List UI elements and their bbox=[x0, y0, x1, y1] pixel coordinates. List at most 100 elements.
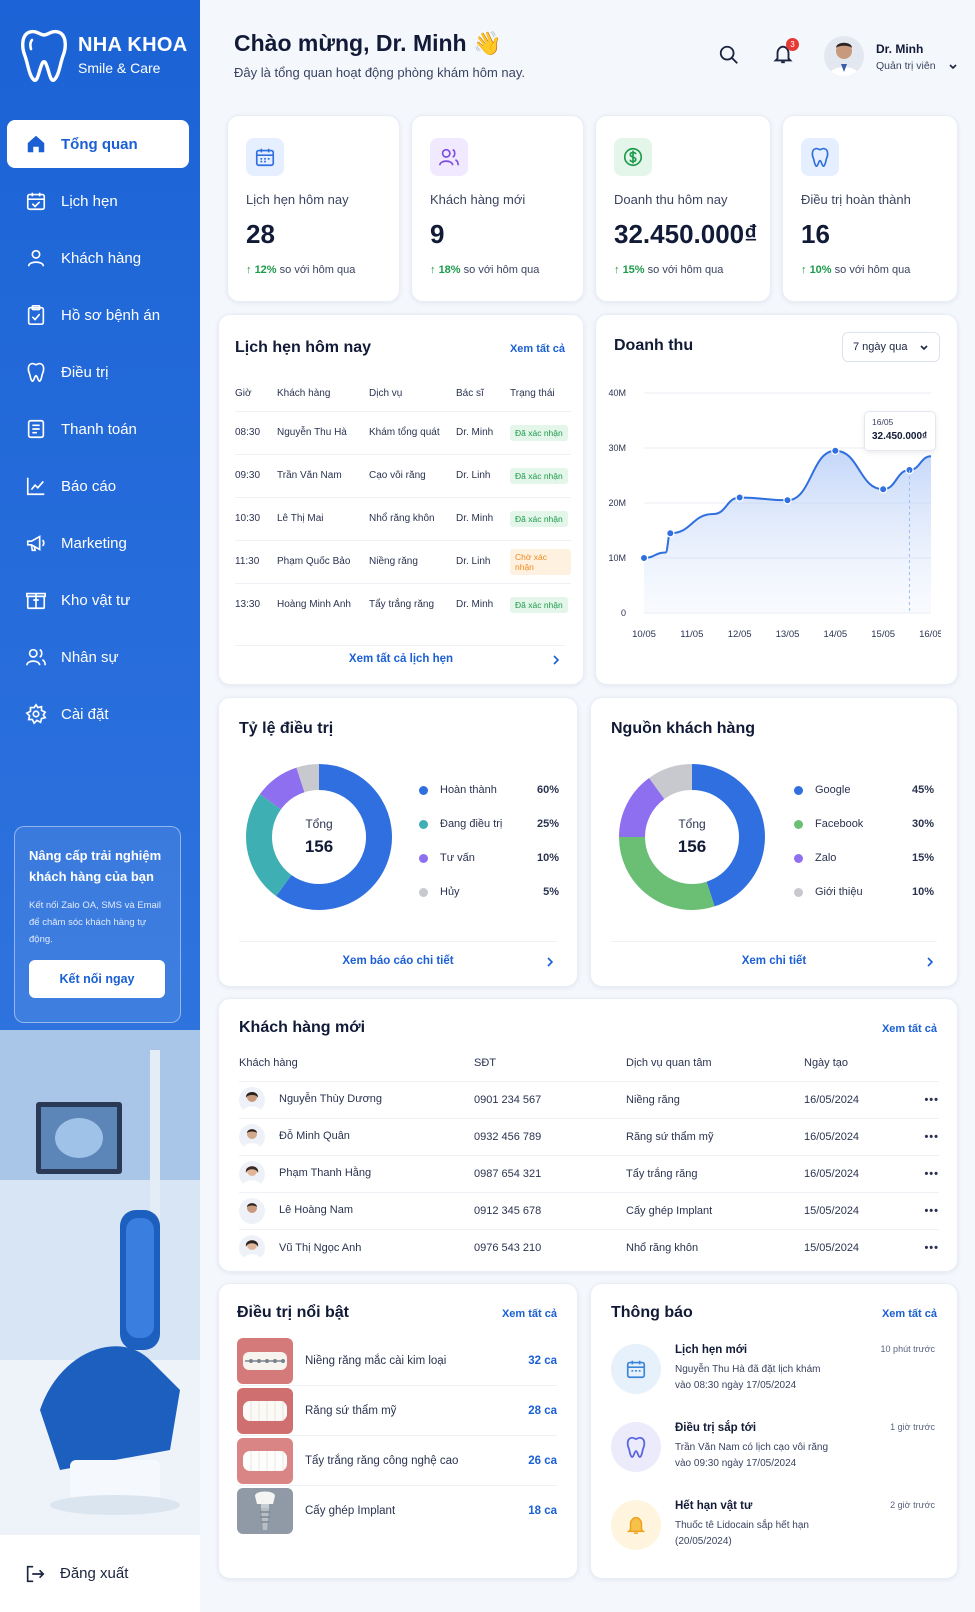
table-row[interactable]: Vũ Thị Ngọc Anh 0976 543 210 Nhổ răng khôn… bbox=[239, 1228, 939, 1266]
sidebar-item-inventory[interactable]: Kho vật tư bbox=[7, 576, 189, 624]
sidebar-item-label: Kho vật tư bbox=[61, 591, 131, 609]
sidebar-item-appointments[interactable]: Lịch hẹn bbox=[7, 177, 189, 225]
tooth-icon bbox=[811, 147, 829, 167]
stat-change: ↑ 18% so với hôm qua bbox=[430, 264, 540, 276]
legend-label: Facebook bbox=[815, 818, 864, 830]
view-all-treatments-link[interactable]: Xem tất cả bbox=[501, 1308, 557, 1320]
user-icon bbox=[27, 249, 45, 267]
chevron-right-icon[interactable] bbox=[551, 654, 561, 666]
revenue-chart: 0 10M 20M 30M 40M 10/05 11/05 12/05 13/05 14/05 15… bbox=[608, 388, 941, 640]
view-report-link[interactable]: Xem báo cáo chi tiết bbox=[342, 955, 454, 967]
appt-time: 11:30 bbox=[235, 539, 277, 583]
sidebar-item-overview[interactable]: Tổng quan bbox=[7, 120, 189, 168]
list-item[interactable]: Niềng răng mắc cài kim loại 32 ca bbox=[237, 1336, 557, 1386]
table-row[interactable]: 11:30 Phạm Quốc Bảo Niềng răng Dr. Linh Chờ … bbox=[235, 539, 571, 583]
notification-button[interactable]: 3 bbox=[772, 38, 799, 68]
stat-card-appointments[interactable]: Lịch hẹn hôm nay 28 ↑ 12% so với hôm qua bbox=[227, 115, 400, 302]
column-header: Trạng thái bbox=[510, 388, 555, 400]
customer-service: Niềng răng bbox=[626, 1080, 804, 1118]
avatar bbox=[239, 1086, 265, 1113]
notification-icon-circle bbox=[611, 1422, 661, 1472]
appt-service: Niềng răng bbox=[369, 539, 456, 583]
view-all-notifications-link[interactable]: Xem tất cả bbox=[881, 1308, 937, 1320]
table-row[interactable]: 10:30 Lê Thị Mai Nhổ răng khôn Dr. Minh Đã x… bbox=[235, 496, 571, 540]
customer-name: Nguyễn Thùy Dương bbox=[279, 1093, 383, 1106]
more-actions-icon[interactable]: ••• bbox=[909, 1228, 939, 1266]
table-row[interactable]: Phạm Thanh Hằng 0987 654 321 Tẩy trắng răn… bbox=[239, 1154, 939, 1192]
donut-slice bbox=[296, 764, 320, 793]
list-item[interactable]: Cấy ghép Implant 18 ca bbox=[237, 1486, 557, 1536]
notification-item[interactable]: Điều trị sắp tới Trần Văn Nam có lịch cạ… bbox=[611, 1422, 937, 1500]
bell-icon bbox=[626, 1516, 646, 1534]
legend-item: Hủy 5% bbox=[419, 875, 559, 909]
sidebar-item-customers[interactable]: Khách hàng bbox=[7, 234, 189, 282]
receipt-icon bbox=[27, 419, 45, 439]
treatment-ratio-card: Tỷ lệ điều trị Tổng 156 Hoàn thành 60% Đa… bbox=[218, 697, 578, 987]
customer-cell: Nguyễn Thùy Dương bbox=[239, 1080, 474, 1118]
y-tick-label: 10M bbox=[608, 553, 626, 563]
legend-label: Tư vấn bbox=[440, 852, 475, 864]
user-menu[interactable]: Dr. Minh Quản trị viên bbox=[824, 34, 964, 78]
list-item[interactable]: Răng sứ thẩm mỹ 28 ca bbox=[237, 1386, 557, 1436]
view-all-appointments-footer-link[interactable]: Xem tất cả lịch hẹn bbox=[348, 653, 454, 665]
logout-button[interactable]: Đăng xuất bbox=[0, 1535, 200, 1612]
list-item[interactable]: Tẩy trắng răng công nghệ cao 26 ca bbox=[237, 1436, 557, 1486]
brand-logo[interactable]: NHA KHOA Smile & Care bbox=[18, 26, 187, 84]
date-range-select[interactable]: 7 ngày qua bbox=[842, 332, 940, 362]
customer-cell: Phạm Thanh Hằng bbox=[239, 1154, 474, 1192]
table-row[interactable]: 08:30 Nguyễn Thu Hà Khám tổng quát Dr. Minh… bbox=[235, 410, 571, 454]
view-all-appointments-footer[interactable] bbox=[235, 645, 565, 646]
stat-card-completed-treatments[interactable]: Điều trị hoàn thành 16 ↑ 10% so với hôm … bbox=[782, 115, 958, 302]
more-actions-icon[interactable]: ••• bbox=[909, 1154, 939, 1192]
gear-icon bbox=[25, 703, 47, 725]
table-row[interactable]: Nguyễn Thùy Dương 0901 234 567 Niềng răng 1… bbox=[239, 1080, 939, 1118]
notification-item[interactable]: Hết hạn vật tư Thuốc tê Lidocain sắp hết… bbox=[611, 1500, 937, 1578]
view-all-customers-link[interactable]: Xem tất cả bbox=[881, 1023, 937, 1035]
customer-source-title: Nguồn khách hàng bbox=[611, 720, 755, 737]
revenue-title: Doanh thu bbox=[614, 337, 694, 354]
appt-customer: Lê Thị Mai bbox=[277, 496, 369, 540]
legend-value: 60% bbox=[536, 784, 559, 796]
more-actions-icon[interactable]: ••• bbox=[909, 1191, 939, 1229]
sidebar-item-marketing[interactable]: Marketing bbox=[7, 519, 189, 567]
sidebar-item-label: Cài đặt bbox=[61, 705, 109, 723]
x-tick-label: 12/05 bbox=[728, 629, 752, 640]
search-icon[interactable] bbox=[718, 44, 740, 66]
revenue-point bbox=[878, 485, 888, 494]
avatar bbox=[824, 36, 864, 76]
chevron-down-icon bbox=[949, 64, 957, 70]
sidebar-item-payment[interactable]: Thanh toán bbox=[7, 405, 189, 453]
table-row[interactable]: 13:30 Hoàng Minh Anh Tẩy trắng răng Dr. Min… bbox=[235, 582, 571, 626]
donut-slice bbox=[619, 836, 715, 910]
table-row[interactable]: Đỗ Minh Quân 0932 456 789 Răng sứ thẩm mỹ 1… bbox=[239, 1117, 939, 1155]
sidebar-item-label: Lịch hẹn bbox=[61, 192, 118, 210]
appt-status-cell: Chờ xác nhận bbox=[510, 539, 571, 583]
column-header: Bác sĩ bbox=[456, 388, 484, 400]
stat-change: ↑ 10% so với hôm qua bbox=[801, 264, 911, 276]
chevron-right-icon[interactable] bbox=[925, 956, 935, 968]
stat-card-revenue[interactable]: Doanh thu hôm nay 32.450.000₫ ↑ 15% so v… bbox=[595, 115, 771, 302]
sidebar-item-staff[interactable]: Nhân sự bbox=[7, 633, 189, 681]
chevron-right-icon[interactable] bbox=[545, 956, 555, 968]
connect-now-button[interactable]: Kết nối ngay bbox=[29, 960, 165, 998]
avatar bbox=[239, 1234, 265, 1261]
sidebar-item-reports[interactable]: Báo cáo bbox=[7, 462, 189, 510]
sidebar-item-records[interactable]: Hồ sơ bệnh án bbox=[7, 291, 189, 339]
treatment-count: 28 ca bbox=[528, 1404, 557, 1417]
table-row[interactable]: 09:30 Trần Văn Nam Cạo vôi răng Dr. Linh Đã … bbox=[235, 453, 571, 497]
notification-desc: Thuốc tê Lidocain sắp hết hạn (20/05/2024… bbox=[675, 1518, 809, 1550]
treatment-ratio-title: Tỷ lệ điều trị bbox=[239, 720, 334, 737]
sidebar-item-treatment[interactable]: Điều trị bbox=[7, 348, 189, 396]
view-details-link[interactable]: Xem chi tiết bbox=[741, 955, 807, 967]
sidebar-item-settings[interactable]: Cài đặt bbox=[7, 690, 189, 738]
more-actions-icon[interactable]: ••• bbox=[909, 1117, 939, 1155]
view-all-appointments-link[interactable]: Xem tất cả bbox=[509, 343, 565, 355]
divider bbox=[611, 941, 937, 942]
upgrade-promo: Nâng cấp trải nghiệm khách hàng của bạn … bbox=[14, 826, 181, 1023]
notification-item[interactable]: Lịch hẹn mới Nguyễn Thu Hà đã đặt lịch k… bbox=[611, 1344, 937, 1422]
customer-date: 16/05/2024 bbox=[804, 1080, 909, 1118]
stat-card-new-customers[interactable]: Khách hàng mới 9 ↑ 18% so với hôm qua bbox=[411, 115, 584, 302]
more-actions-icon[interactable]: ••• bbox=[909, 1080, 939, 1118]
legend-label: Giới thiệu bbox=[815, 886, 863, 898]
table-row[interactable]: Lê Hoàng Nam 0912 345 678 Cấy ghép Implant… bbox=[239, 1191, 939, 1229]
